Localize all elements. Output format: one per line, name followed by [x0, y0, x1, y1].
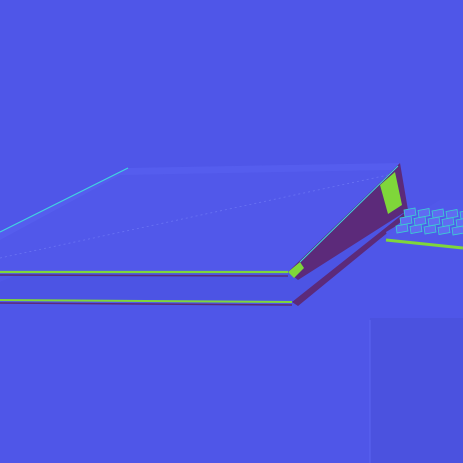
keyboard-key — [459, 211, 463, 220]
keyboard-key — [445, 209, 459, 219]
laptop-lid-front-edge-dark — [0, 274, 289, 277]
keyboard-key — [431, 208, 445, 219]
keyboard-key — [417, 208, 431, 218]
keyboard-key — [399, 215, 413, 226]
laptop-hinge-green — [380, 172, 402, 214]
keyboard-key — [455, 218, 463, 228]
keyboard-key — [441, 217, 455, 227]
keyboard-key — [395, 223, 409, 234]
laptop-base-side — [292, 210, 408, 306]
keyboard-key — [409, 224, 423, 234]
keyboard-key — [403, 207, 417, 218]
laptop-lid-side — [288, 163, 408, 280]
floor-region — [370, 318, 463, 463]
laptop-base-front-edge-dark — [0, 302, 293, 306]
laptop-hinge-green-corner — [288, 262, 304, 278]
keyboard-corner — [385, 200, 463, 250]
keyboard-key — [437, 225, 451, 235]
keyboard-front-edge — [385, 238, 463, 250]
laptop-base-front-edge — [0, 299, 293, 303]
laptop-lid-diagonal-crease — [0, 174, 389, 259]
keyboard-key — [451, 225, 463, 236]
keyboard-key — [413, 216, 427, 226]
laptop-lid-top — [0, 163, 400, 272]
keyboard-key — [423, 224, 437, 235]
laptop-lid-side-highlight — [299, 165, 399, 263]
keyboard-key — [427, 216, 441, 227]
laptop-lid-back-edge — [0, 167, 129, 233]
